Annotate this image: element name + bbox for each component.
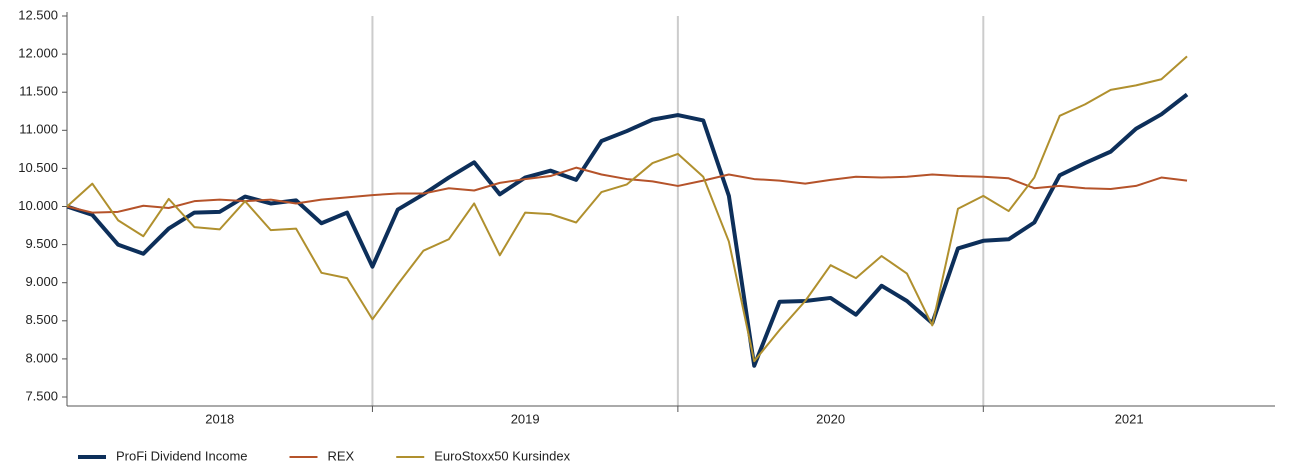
legend-label: REX: [328, 448, 355, 463]
x-tick-label: 2018: [205, 411, 234, 426]
y-tick-label: 12.000: [18, 46, 58, 61]
y-tick-label: 12.500: [18, 7, 58, 22]
legend-label: ProFi Dividend Income: [116, 448, 248, 463]
legend-label: EuroStoxx50 Kursindex: [434, 448, 570, 463]
series-line: [66, 92, 1189, 368]
y-tick-label: 10.500: [18, 160, 58, 175]
y-tick-label: 11.000: [19, 122, 58, 137]
y-tick-label: 9.000: [25, 274, 58, 289]
x-tick-label: 2020: [816, 411, 845, 426]
y-tick-label: 8.000: [25, 350, 58, 365]
y-tick-label: 8.500: [25, 312, 58, 327]
series-line: [66, 166, 1188, 214]
y-tick-label: 9.500: [25, 236, 58, 251]
x-tick-label: 2019: [511, 411, 540, 426]
series-line: [66, 55, 1188, 363]
y-tick-label: 10.000: [18, 198, 58, 213]
y-tick-label: 7.500: [25, 388, 58, 403]
x-tick-label: 2021: [1115, 411, 1144, 426]
y-tick-label: 11.500: [19, 84, 58, 99]
